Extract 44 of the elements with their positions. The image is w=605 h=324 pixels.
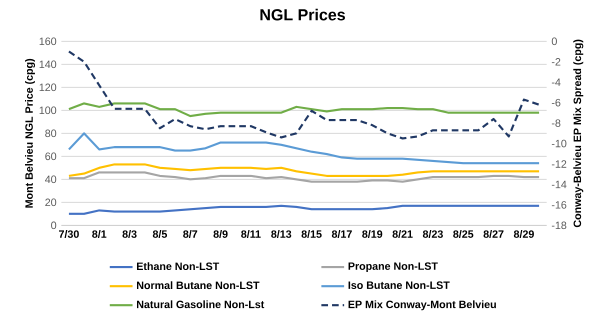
legend-label: Iso Butane Non-LST [348, 281, 450, 289]
y2-tick-label: -12 [552, 160, 566, 168]
y2-tick-label: -10 [552, 140, 566, 148]
x-tick-label: 8/13 [271, 230, 292, 238]
y2-tick-label: -16 [552, 201, 566, 209]
x-tick-label: 8/25 [453, 230, 474, 238]
x-tick-label: 8/5 [152, 230, 168, 238]
chart-title: NGL Prices [260, 8, 345, 20]
y2-tick-label: -18 [552, 222, 566, 230]
legend-label: Propane Non-LST [348, 262, 438, 272]
y-tick-label: 0 [51, 222, 56, 230]
x-tick-label: 8/3 [122, 230, 137, 238]
x-tick-label: 8/23 [422, 230, 443, 238]
x-tick-label: 8/9 [214, 230, 228, 238]
y-tick-label: 60 [45, 152, 56, 160]
y-tick-label: 140 [40, 60, 56, 68]
legend-label: EP Mix Conway-Mont Belvieu [348, 300, 496, 310]
x-tick-label: 8/29 [514, 230, 534, 238]
y2-axis-title: Conway-Belvieu EP Mix Spread (cpg) [573, 40, 584, 228]
y-tick-label: 120 [40, 84, 56, 92]
x-tick-label: 8/19 [362, 230, 382, 238]
y2-tick-label: -6 [552, 98, 560, 106]
legend-label: Normal Butane Non-LST [136, 281, 260, 290]
y2-tick-label: -8 [552, 119, 560, 127]
y-axis-title: Mont Belvieu NGL Price (cpg) [25, 58, 36, 208]
y2-tick-label: -14 [552, 180, 566, 188]
legend-label: Ethane Non-LST [136, 262, 220, 270]
y2-tick-label: 0 [552, 38, 557, 46]
x-tick-label: 8/11 [241, 230, 261, 238]
y2-tick-label: -4 [552, 78, 561, 86]
x-tick-label: 8/15 [302, 230, 322, 238]
y-tick-label: 100 [40, 106, 56, 114]
y-tick-label: 20 [45, 198, 56, 206]
x-tick-label: 7/30 [58, 230, 79, 238]
legend-label: Natural Gasoline Non-Lst [136, 300, 264, 308]
y-tick-label: 80 [45, 130, 56, 138]
x-tick-label: 8/7 [183, 230, 198, 238]
x-tick-label: 8/1 [92, 230, 106, 238]
x-tick-label: 8/21 [392, 230, 413, 238]
y2-tick-label: -2 [552, 58, 560, 66]
y-tick-label: 40 [45, 176, 56, 184]
y-tick-label: 160 [40, 38, 56, 46]
x-tick-label: 8/17 [332, 230, 352, 238]
x-tick-label: 8/27 [484, 230, 504, 238]
